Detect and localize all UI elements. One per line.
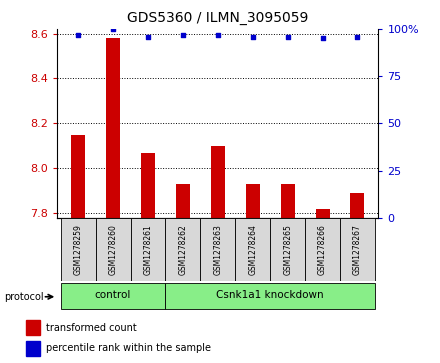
Point (180, 32, 187, 38)
FancyBboxPatch shape (165, 218, 200, 281)
Title: GDS5360 / ILMN_3095059: GDS5360 / ILMN_3095059 (127, 11, 308, 25)
Bar (26, 340, 40, 356)
Point (110, 26, 117, 32)
Bar (351, 193, 364, 218)
FancyBboxPatch shape (340, 218, 375, 281)
Text: GSM1278266: GSM1278266 (318, 224, 327, 275)
Bar (26, 320, 40, 335)
Text: GSM1278260: GSM1278260 (109, 224, 117, 275)
FancyBboxPatch shape (61, 218, 95, 281)
FancyBboxPatch shape (61, 283, 165, 309)
Text: transformed count: transformed count (46, 323, 137, 333)
Bar (211, 146, 225, 218)
Text: GSM1278262: GSM1278262 (178, 224, 187, 275)
Text: control: control (95, 290, 131, 300)
Point (144, 34, 151, 40)
Point (249, 34, 256, 40)
Bar (281, 184, 295, 218)
FancyBboxPatch shape (131, 218, 165, 281)
Text: protocol: protocol (4, 292, 44, 302)
FancyBboxPatch shape (235, 218, 270, 281)
Bar (246, 184, 260, 218)
Text: GSM1278263: GSM1278263 (213, 224, 222, 275)
Text: GSM1278267: GSM1278267 (353, 224, 362, 275)
Text: GSM1278264: GSM1278264 (248, 224, 257, 275)
Text: Csnk1a1 knockdown: Csnk1a1 knockdown (216, 290, 324, 300)
Point (354, 34, 361, 40)
Bar (176, 184, 190, 218)
Point (319, 36, 326, 41)
FancyBboxPatch shape (165, 283, 375, 309)
Text: GSM1278261: GSM1278261 (143, 224, 153, 275)
Point (284, 34, 291, 40)
Bar (141, 152, 155, 218)
Text: GSM1278265: GSM1278265 (283, 224, 292, 275)
Text: GSM1278259: GSM1278259 (73, 224, 83, 275)
FancyBboxPatch shape (200, 218, 235, 281)
FancyBboxPatch shape (270, 218, 305, 281)
Text: percentile rank within the sample: percentile rank within the sample (46, 343, 211, 354)
Point (75, 32, 82, 38)
FancyBboxPatch shape (95, 218, 131, 281)
Bar (106, 38, 120, 218)
FancyBboxPatch shape (305, 218, 340, 281)
Bar (71, 135, 85, 218)
Point (214, 32, 221, 38)
Bar (315, 209, 330, 218)
